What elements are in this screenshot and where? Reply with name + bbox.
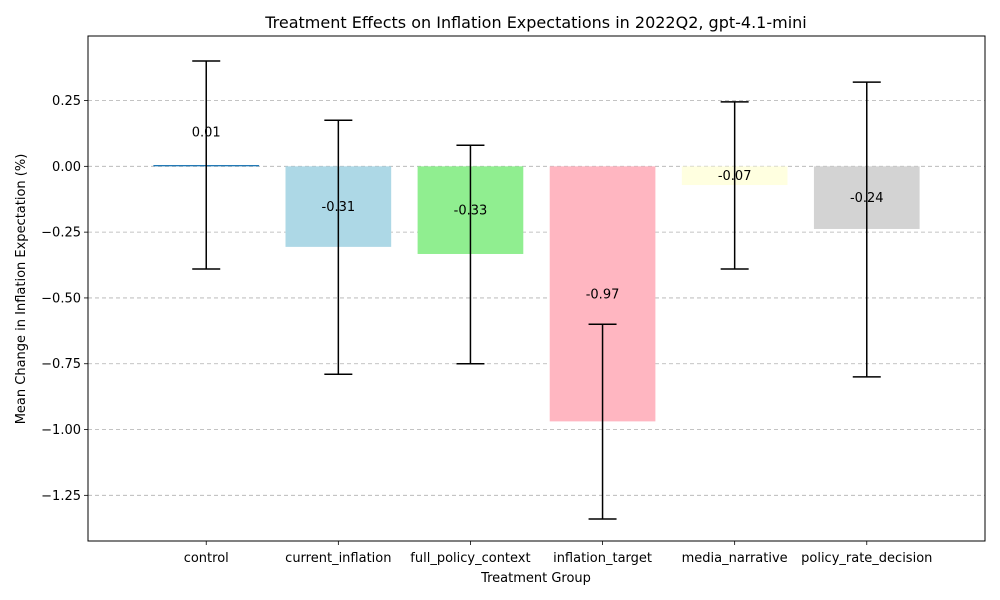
data-label: -0.33 <box>454 204 488 219</box>
y-tick-label: −1.25 <box>41 489 81 504</box>
x-axis-ticks: control current_inflation full_policy_cont… <box>184 541 932 566</box>
y-tick-label: 0.00 <box>52 160 81 175</box>
x-tick-label: full_policy_context <box>410 551 530 566</box>
data-label-layer: 0.01 -0.31 -0.33 -0.97 -0.07 -0.24 <box>192 125 884 302</box>
y-tick-label: 0.25 <box>52 94 81 109</box>
error-bar-layer <box>192 60 881 520</box>
plot-frame <box>87 35 986 542</box>
x-tick-label: inflation_target <box>553 551 652 566</box>
x-axis-label: Treatment Group <box>480 571 591 586</box>
x-tick-label: current_inflation <box>285 551 391 566</box>
y-tick-label: −1.00 <box>41 423 81 438</box>
data-label: -0.97 <box>586 287 620 302</box>
data-label: -0.07 <box>718 169 752 184</box>
y-tick-label: −0.50 <box>41 291 81 306</box>
x-tick-label: policy_rate_decision <box>801 551 932 566</box>
data-label: 0.01 <box>192 125 221 140</box>
x-tick-label: control <box>184 551 229 566</box>
chart-title: Treatment Effects on Inflation Expectati… <box>264 13 807 32</box>
y-tick-label: −0.75 <box>41 357 81 372</box>
y-axis-label: Mean Change in Inflation Expectation (%) <box>14 154 29 425</box>
data-label: -0.24 <box>850 191 884 206</box>
y-axis-ticks: 0.25 0.00 −0.25 −0.50 −0.75 −1.00 −1.25 <box>41 94 88 504</box>
data-label: -0.31 <box>322 200 356 215</box>
x-tick-label: media_narrative <box>682 551 788 566</box>
y-tick-label: −0.25 <box>41 226 81 241</box>
